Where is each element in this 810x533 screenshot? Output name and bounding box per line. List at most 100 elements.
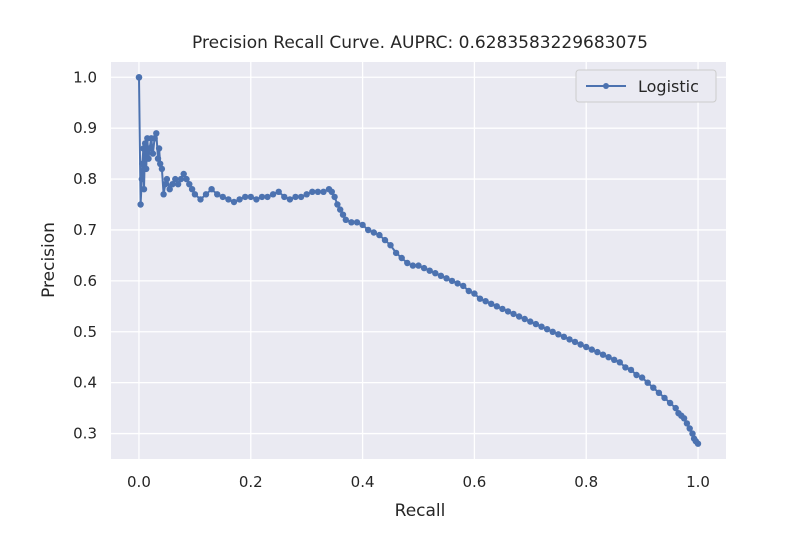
data-point — [258, 193, 266, 201]
data-point — [599, 351, 607, 358]
data-point — [151, 135, 158, 142]
data-point — [172, 175, 179, 183]
data-point — [166, 186, 173, 193]
data-point — [409, 262, 417, 269]
data-point — [348, 219, 355, 226]
data-point — [504, 308, 512, 315]
data-point — [448, 277, 456, 285]
legend-marker — [603, 83, 609, 89]
data-point — [432, 270, 439, 277]
data-point — [264, 193, 271, 201]
data-point — [594, 348, 601, 356]
data-point — [370, 229, 377, 236]
data-point — [566, 336, 573, 343]
data-point — [155, 145, 163, 152]
data-point — [689, 430, 696, 437]
data-point — [297, 193, 305, 201]
data-point — [577, 341, 584, 348]
plot-area — [111, 62, 726, 459]
series-layer — [135, 74, 702, 447]
data-point — [482, 298, 489, 305]
data-point — [183, 175, 190, 183]
data-point — [337, 206, 344, 213]
legend-box — [575, 69, 717, 103]
data-point — [253, 196, 260, 203]
data-point — [225, 196, 232, 203]
x-ticks: 0.0 0.2 0.4 0.6 0.8 1.0 — [127, 473, 710, 491]
data-point — [499, 305, 506, 313]
data-point — [661, 394, 668, 402]
data-point — [415, 262, 422, 269]
data-point — [140, 145, 147, 152]
data-point — [286, 196, 294, 203]
legend-label: Logistic — [638, 77, 699, 96]
data-point — [145, 155, 152, 162]
x-tick-label: 0.4 — [351, 473, 375, 491]
data-point — [174, 181, 182, 188]
data-point — [571, 338, 579, 346]
y-ticks: 0.3 0.4 0.5 0.6 0.7 0.8 0.9 1.0 — [73, 68, 97, 442]
data-point — [376, 231, 383, 239]
data-point — [269, 191, 277, 198]
data-point — [454, 280, 461, 287]
data-point — [392, 249, 400, 257]
y-tick-label: 0.8 — [73, 170, 97, 188]
data-point — [680, 415, 688, 422]
data-point — [644, 379, 651, 386]
data-point — [583, 343, 590, 351]
data-point — [188, 186, 196, 193]
data-point — [214, 191, 221, 198]
data-point — [655, 389, 663, 396]
data-point — [208, 186, 215, 193]
y-tick-label: 0.5 — [73, 323, 97, 341]
y-tick-label: 0.4 — [73, 374, 97, 392]
data-point — [320, 188, 327, 195]
data-point — [137, 201, 144, 208]
data-point — [314, 188, 322, 195]
data-point — [404, 259, 411, 267]
data-point — [476, 295, 484, 302]
data-point — [169, 181, 176, 188]
data-point — [616, 359, 623, 366]
data-point — [666, 399, 674, 407]
x-tick-label: 1.0 — [686, 473, 710, 491]
data-point — [443, 275, 450, 282]
data-point — [281, 193, 288, 201]
data-point — [622, 364, 629, 371]
y-tick-label: 0.3 — [73, 425, 97, 443]
data-point — [139, 160, 146, 167]
y-tick-label: 0.7 — [73, 221, 97, 239]
data-point — [230, 198, 238, 206]
data-point — [437, 272, 445, 279]
data-point — [180, 170, 187, 178]
data-point — [143, 165, 150, 173]
data-point — [219, 193, 226, 201]
data-point — [154, 155, 162, 162]
data-point — [650, 384, 657, 391]
data-point — [162, 181, 169, 188]
x-tick-label: 0.6 — [462, 473, 486, 491]
data-point — [560, 333, 568, 340]
data-point — [339, 211, 347, 218]
y-tick-label: 0.6 — [73, 272, 97, 290]
x-tick-label: 0.2 — [239, 473, 263, 491]
data-point — [365, 226, 372, 234]
data-point — [138, 175, 145, 183]
data-point — [158, 165, 166, 173]
data-point — [303, 191, 310, 198]
legend: Logistic — [575, 69, 717, 103]
data-point — [420, 264, 428, 272]
data-point — [532, 320, 540, 328]
data-point — [163, 175, 171, 183]
data-point — [488, 300, 495, 307]
data-point — [465, 287, 472, 295]
data-point — [153, 130, 160, 137]
data-point — [157, 160, 164, 167]
data-point — [638, 374, 646, 381]
data-point — [521, 315, 528, 323]
data-point — [543, 326, 551, 333]
x-axis-label: Recall — [395, 501, 446, 521]
y-axis-label: Precision — [39, 222, 59, 298]
data-point — [588, 346, 595, 353]
